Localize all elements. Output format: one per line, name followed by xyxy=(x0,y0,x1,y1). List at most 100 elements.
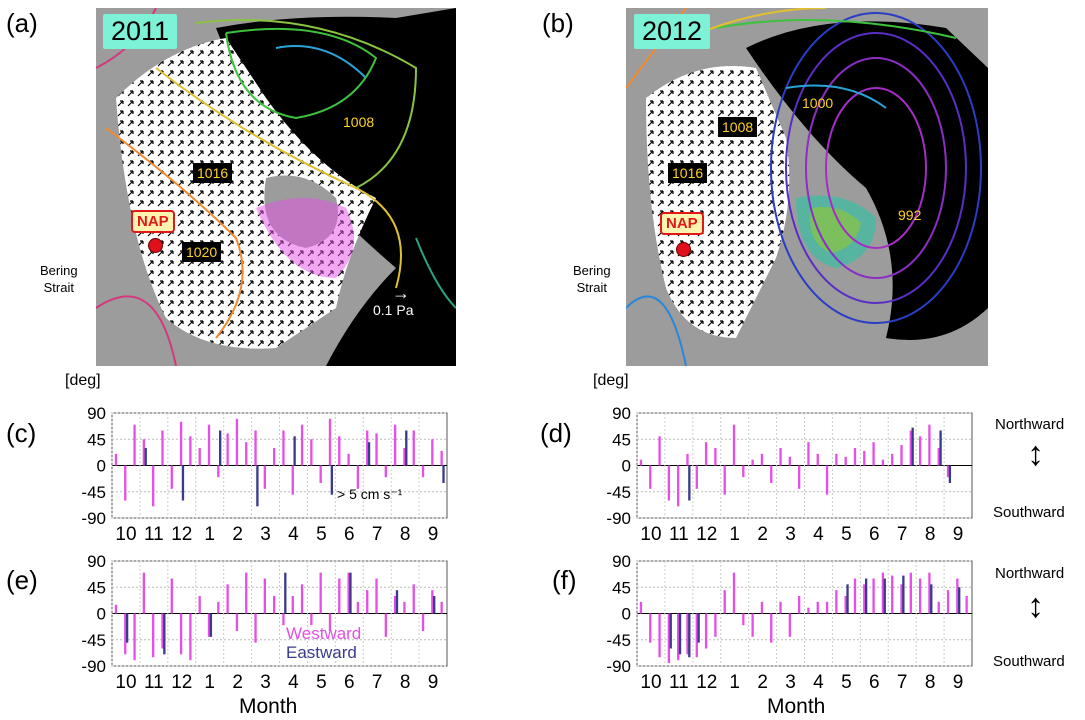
unit-label-deg: [deg] xyxy=(593,372,629,389)
x-tick-label: 6 xyxy=(869,672,880,693)
bar-westward xyxy=(142,439,146,466)
x-tick-label: 2 xyxy=(757,672,768,693)
bar-westward xyxy=(946,465,950,478)
bering-strait-label: Bering Strait xyxy=(573,263,611,295)
bar-westward xyxy=(928,572,931,614)
x-tick-label: 6 xyxy=(869,524,880,545)
bar-westward xyxy=(393,424,397,466)
bar-westward xyxy=(272,448,276,466)
bar-westward xyxy=(263,578,267,614)
x-tick-label: 2 xyxy=(232,524,243,545)
bar-westward xyxy=(686,453,689,466)
bar-westward xyxy=(440,450,443,466)
panel-label-a: (a) xyxy=(6,8,38,38)
x-tick-label: 2 xyxy=(757,524,768,545)
x-tick-label: 8 xyxy=(925,524,936,545)
bar-eastward xyxy=(669,613,672,649)
x-tick-label: 8 xyxy=(400,672,411,693)
bar-westward xyxy=(825,601,829,614)
bar-westward xyxy=(900,445,903,466)
bar-eastward xyxy=(256,465,259,507)
bar-westward xyxy=(412,584,415,614)
bar-eastward xyxy=(395,590,399,614)
arrow-icon: → xyxy=(392,283,410,303)
x-tick-label: 1 xyxy=(729,672,740,693)
bar-westward xyxy=(161,613,164,649)
bar-westward xyxy=(124,465,127,501)
y-tick-label: -90 xyxy=(606,657,631,676)
bar-westward xyxy=(639,601,643,614)
bar-westward xyxy=(788,456,792,466)
x-tick-label: 3 xyxy=(785,524,796,545)
bar-westward xyxy=(872,578,875,614)
bar-westward xyxy=(704,613,708,649)
bar-westward xyxy=(384,613,387,637)
y-tick-label: -45 xyxy=(81,631,106,650)
year-label-2012: 2012 xyxy=(634,14,711,49)
bar-westward xyxy=(319,572,322,614)
x-tick-label: 9 xyxy=(953,672,964,693)
bar-eastward xyxy=(678,613,682,655)
panel-label-d: (d) xyxy=(540,418,572,448)
bar-eastward xyxy=(209,613,213,637)
x-tick-label: 5 xyxy=(841,524,852,545)
bar-westward xyxy=(245,442,248,466)
y-tick-label: 45 xyxy=(87,578,106,597)
bar-westward xyxy=(440,601,443,614)
x-tick-label: 12 xyxy=(171,524,192,545)
y-tick-label: 0 xyxy=(97,457,106,476)
x-tick-label: 8 xyxy=(925,672,936,693)
scale-label: 0.1 Pa xyxy=(373,302,414,318)
bar-eastward xyxy=(864,578,868,614)
bar-eastward xyxy=(939,430,942,466)
bar-eastward xyxy=(846,584,849,614)
bar-westward xyxy=(881,572,885,614)
bar-westward xyxy=(909,430,912,466)
bar-westward xyxy=(760,601,764,614)
bar-eastward xyxy=(442,465,445,483)
x-tick-label: 4 xyxy=(288,672,299,693)
bar-westward xyxy=(319,465,322,483)
x-tick-label: 12 xyxy=(696,672,717,693)
bar-westward xyxy=(937,448,940,466)
y-tick-label: -90 xyxy=(81,657,106,676)
bar-westward xyxy=(272,596,276,614)
bar-westward xyxy=(356,601,360,614)
bar-westward xyxy=(779,601,782,614)
bar-westward xyxy=(770,613,773,643)
bar-westward xyxy=(217,465,220,478)
bar-eastward xyxy=(125,613,129,643)
double-arrow-icon: ↕ xyxy=(1027,435,1044,473)
bar-westward xyxy=(742,613,745,626)
bar-westward xyxy=(235,418,239,466)
bar-westward xyxy=(235,613,239,631)
isobar-1016: 1016 xyxy=(668,163,708,183)
bar-westward xyxy=(844,456,847,466)
bar-westward xyxy=(179,613,183,655)
bar-westward xyxy=(338,436,341,466)
bar-eastward xyxy=(163,613,166,655)
bar-westward xyxy=(133,424,136,466)
bar-westward xyxy=(161,430,164,466)
x-tick-label: 10 xyxy=(640,524,661,545)
bar-westward xyxy=(649,613,652,643)
isobar-1020: 1020 xyxy=(182,242,222,262)
bar-westward xyxy=(226,433,229,466)
x-tick-label: 6 xyxy=(344,524,355,545)
bar-westward xyxy=(412,430,415,466)
bar-eastward xyxy=(433,596,436,614)
x-tick-label: 7 xyxy=(372,672,383,693)
bar-westward xyxy=(356,465,360,489)
isobar-1016: 1016 xyxy=(193,163,233,183)
bar-westward xyxy=(338,578,341,614)
x-tick-label: 12 xyxy=(171,672,192,693)
bar-eastward xyxy=(284,572,287,614)
bar-westward xyxy=(282,430,285,466)
x-tick-label: 3 xyxy=(260,524,271,545)
bar-westward xyxy=(732,424,736,466)
bar-westward xyxy=(254,430,257,466)
bar-westward xyxy=(844,596,847,614)
southward-label: Southward xyxy=(993,653,1065,670)
bar-eastward xyxy=(958,587,961,614)
